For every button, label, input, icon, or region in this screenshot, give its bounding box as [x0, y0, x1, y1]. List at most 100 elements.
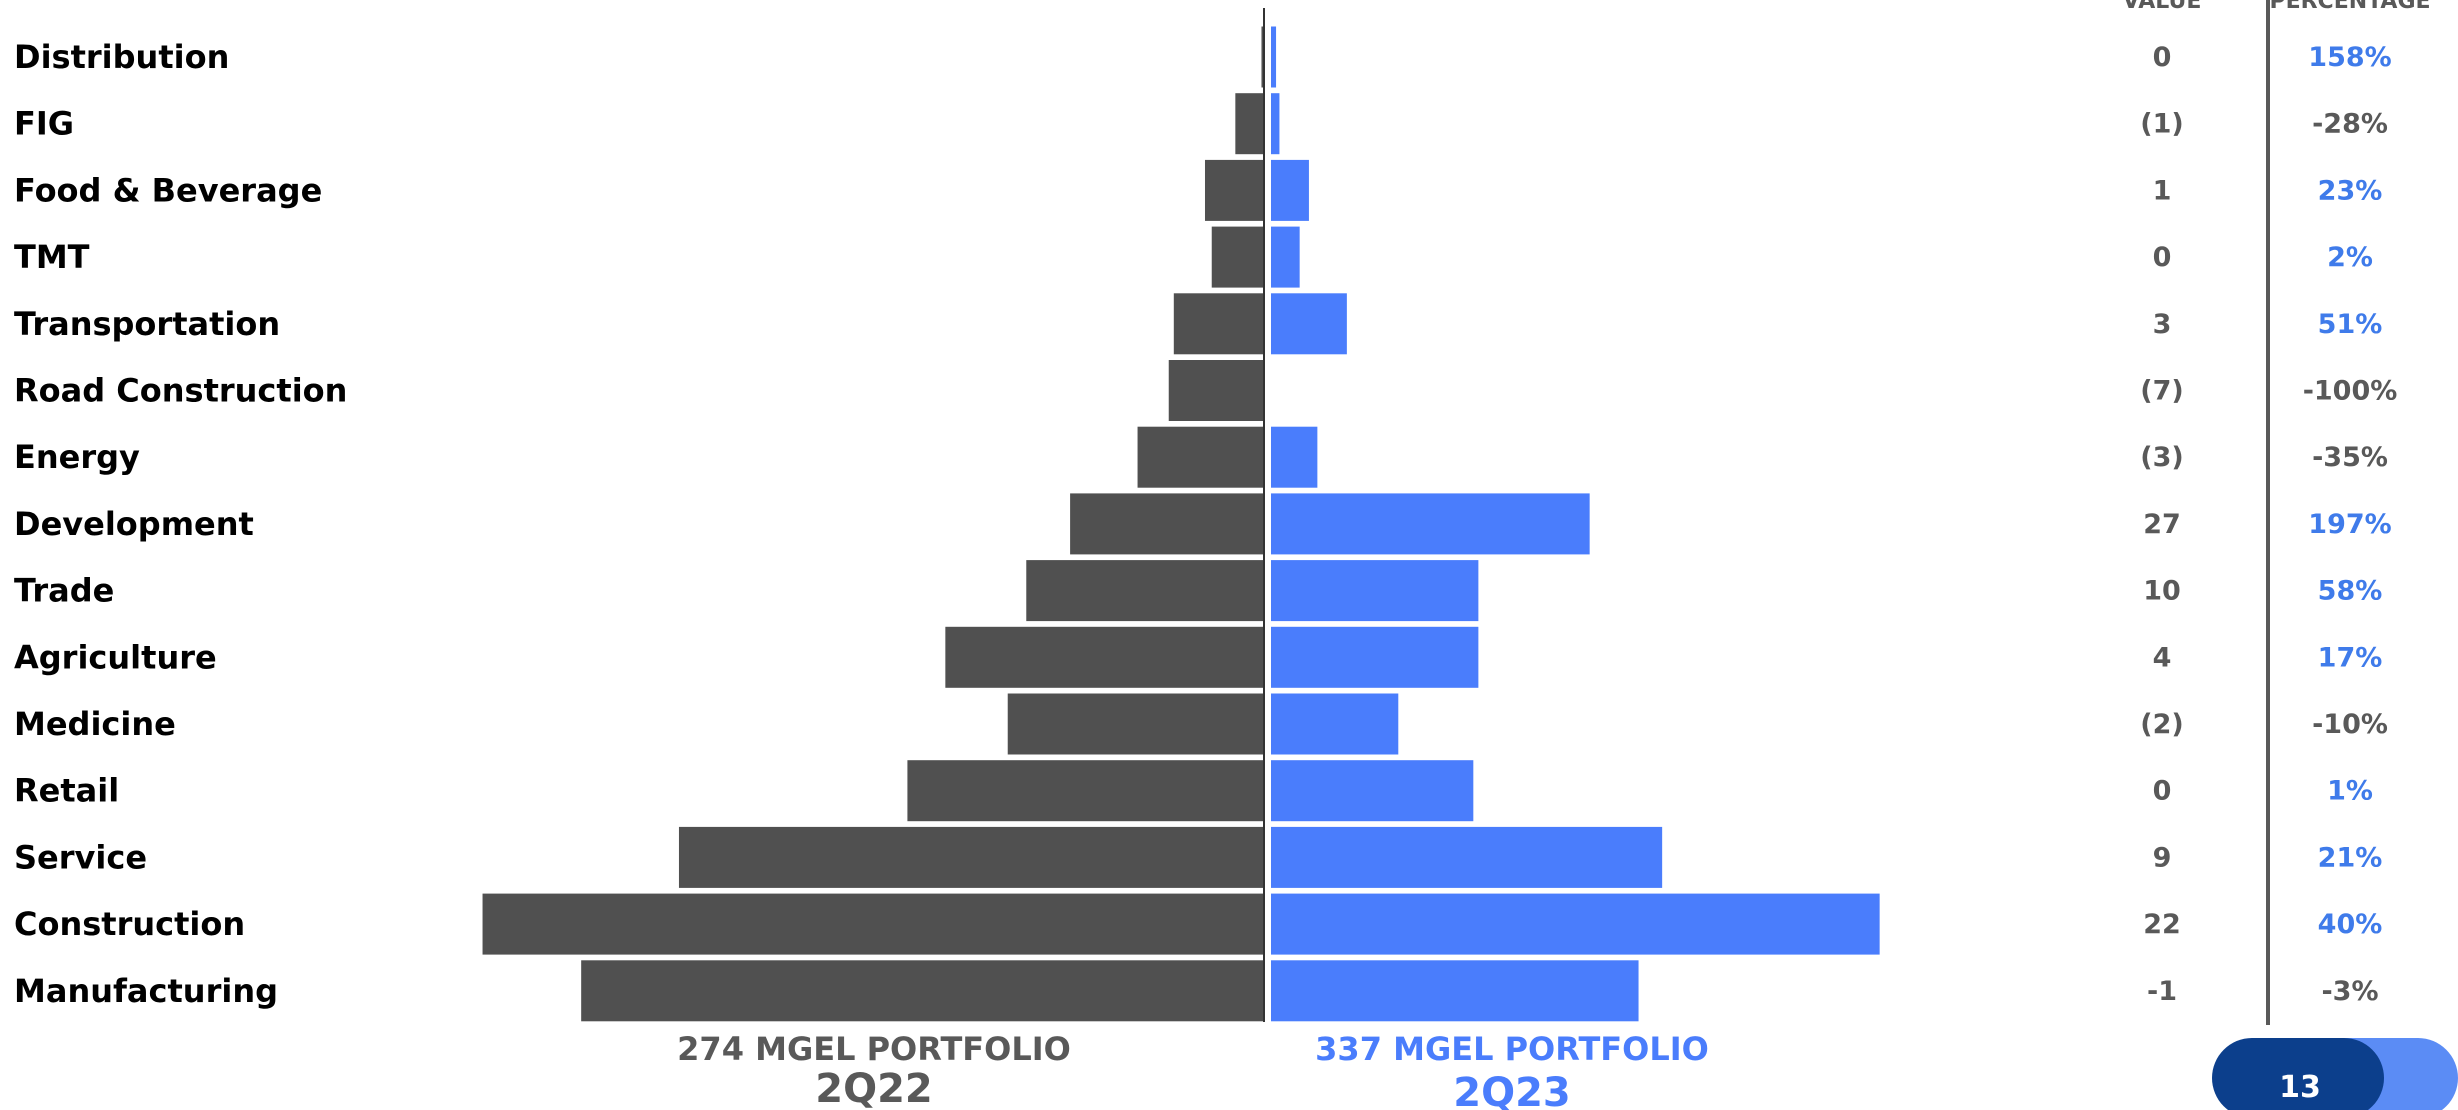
bar-2q22-transportation — [1173, 293, 1264, 355]
value-change: (7) — [2140, 376, 2183, 407]
category-label: Transportation — [14, 305, 280, 343]
bar-2q22-retail — [907, 760, 1264, 822]
category-label: Road Construction — [14, 372, 347, 410]
bar-2q22-development — [1070, 493, 1264, 555]
bar-2q22-agriculture — [945, 626, 1264, 688]
right-portfolio-caption: 337 MGEL PORTFOLIO — [1315, 1030, 1709, 1068]
percentage-change: -10% — [2312, 709, 2388, 740]
percentage-change: -28% — [2312, 109, 2388, 140]
percentage-change: 51% — [2318, 309, 2383, 340]
percentage-change: -100% — [2303, 376, 2398, 407]
percentage-change: 158% — [2308, 42, 2391, 73]
row-construction: Construction 22 40% — [14, 893, 2383, 955]
percentage-change: 1% — [2327, 776, 2373, 807]
chart-rows: Distribution 0 158%FIG (1) -28%Food & Bevera… — [14, 26, 2397, 1022]
category-label: FIG — [14, 105, 74, 143]
bar-2q23-energy — [1271, 426, 1318, 488]
value-change: 4 — [2153, 642, 2172, 673]
row-medicine: Medicine (2) -10% — [14, 693, 2388, 755]
value-change: (2) — [2140, 709, 2183, 740]
percentage-change: 23% — [2318, 175, 2383, 206]
bar-2q23-trade — [1271, 560, 1479, 622]
row-manufacturing: Manufacturing -1 -3% — [14, 960, 2379, 1022]
bar-2q22-manufacturing — [581, 960, 1264, 1022]
row-road-construction: Road Construction (7) -100% — [14, 360, 2397, 421]
left-portfolio-caption: 274 MGEL PORTFOLIO — [677, 1030, 1071, 1068]
left-period-label: 2Q22 — [815, 1066, 933, 1110]
value-change: (1) — [2140, 109, 2183, 140]
bar-2q23-distribution — [1271, 26, 1277, 88]
category-label: TMT — [14, 238, 90, 276]
bar-2q23-retail — [1271, 760, 1474, 822]
category-label: Food & Beverage — [14, 171, 322, 209]
row-development: Development 27 197% — [14, 493, 2392, 555]
page-badge: 13 — [2212, 1038, 2458, 1110]
value-change: (3) — [2140, 442, 2183, 473]
value-change: -1 — [2147, 976, 2177, 1007]
percentage-change: 40% — [2318, 909, 2383, 940]
bar-2q22-food-and-beverage — [1204, 159, 1264, 221]
value-change: 22 — [2143, 909, 2181, 940]
value-change: 0 — [2153, 776, 2172, 807]
percentage-change: 197% — [2308, 509, 2391, 540]
right-period-label: 2Q23 — [1453, 1070, 1571, 1110]
row-transportation: Transportation 3 51% — [14, 293, 2383, 355]
value-change: 10 — [2143, 576, 2181, 607]
bar-2q22-fig — [1235, 93, 1264, 155]
page-badge-dark-shape — [2212, 1038, 2384, 1110]
bar-2q23-service — [1271, 826, 1663, 888]
row-trade: Trade 10 58% — [14, 560, 2383, 622]
row-service: Service 9 21% — [14, 826, 2383, 888]
category-label: Service — [14, 838, 147, 876]
category-label: Energy — [14, 438, 140, 476]
value-change: 1 — [2153, 175, 2172, 206]
bar-2q23-development — [1271, 493, 1590, 555]
row-food-and-beverage: Food & Beverage 1 23% — [14, 159, 2383, 221]
row-energy: Energy (3) -35% — [14, 426, 2388, 488]
bar-2q23-transportation — [1271, 293, 1347, 355]
category-label: Retail — [14, 772, 119, 810]
percentage-change: 21% — [2318, 842, 2383, 873]
value-change: 27 — [2143, 509, 2181, 540]
row-tmt: TMT 0 2% — [14, 226, 2373, 288]
row-agriculture: Agriculture 4 17% — [14, 626, 2383, 688]
bar-2q23-food-and-beverage — [1271, 159, 1309, 221]
bar-2q23-construction — [1271, 893, 1880, 955]
bar-2q23-tmt — [1271, 226, 1300, 288]
bar-2q23-manufacturing — [1271, 960, 1639, 1022]
percentage-change: 58% — [2318, 576, 2383, 607]
value-change: 0 — [2153, 42, 2172, 73]
category-label: Distribution — [14, 38, 229, 76]
row-fig: FIG (1) -28% — [14, 93, 2388, 155]
bar-2q22-construction — [482, 893, 1264, 955]
bar-2q23-medicine — [1271, 693, 1399, 755]
row-distribution: Distribution 0 158% — [14, 26, 2392, 88]
category-label: Manufacturing — [14, 972, 278, 1010]
bar-2q22-energy — [1137, 426, 1264, 488]
bar-2q22-medicine — [1007, 693, 1264, 755]
category-label: Agriculture — [14, 638, 217, 676]
value-change: 3 — [2153, 309, 2172, 340]
percentage-change: -35% — [2312, 442, 2388, 473]
bar-2q23-agriculture — [1271, 626, 1479, 688]
bar-2q22-tmt — [1211, 226, 1264, 288]
percentage-change: -3% — [2321, 976, 2378, 1007]
category-label: Construction — [14, 905, 245, 943]
percentage-column-header: PERCENTAGE — [2269, 0, 2430, 14]
row-retail: Retail 0 1% — [14, 760, 2373, 822]
value-change: 0 — [2153, 242, 2172, 273]
bar-2q22-distribution — [1261, 26, 1264, 88]
percentage-change: 17% — [2318, 642, 2383, 673]
category-label: Medicine — [14, 705, 176, 743]
bar-2q22-service — [678, 826, 1264, 888]
category-label: Trade — [14, 572, 114, 610]
value-column-header: VALUE — [2123, 0, 2202, 14]
bar-2q23-fig — [1271, 93, 1280, 155]
value-change: 9 — [2153, 842, 2172, 873]
percentage-change: 2% — [2327, 242, 2373, 273]
bar-2q22-road-construction — [1168, 360, 1264, 421]
category-label: Development — [14, 505, 254, 543]
page-number: 13 — [2279, 1070, 2321, 1105]
bar-2q22-trade — [1026, 560, 1264, 622]
